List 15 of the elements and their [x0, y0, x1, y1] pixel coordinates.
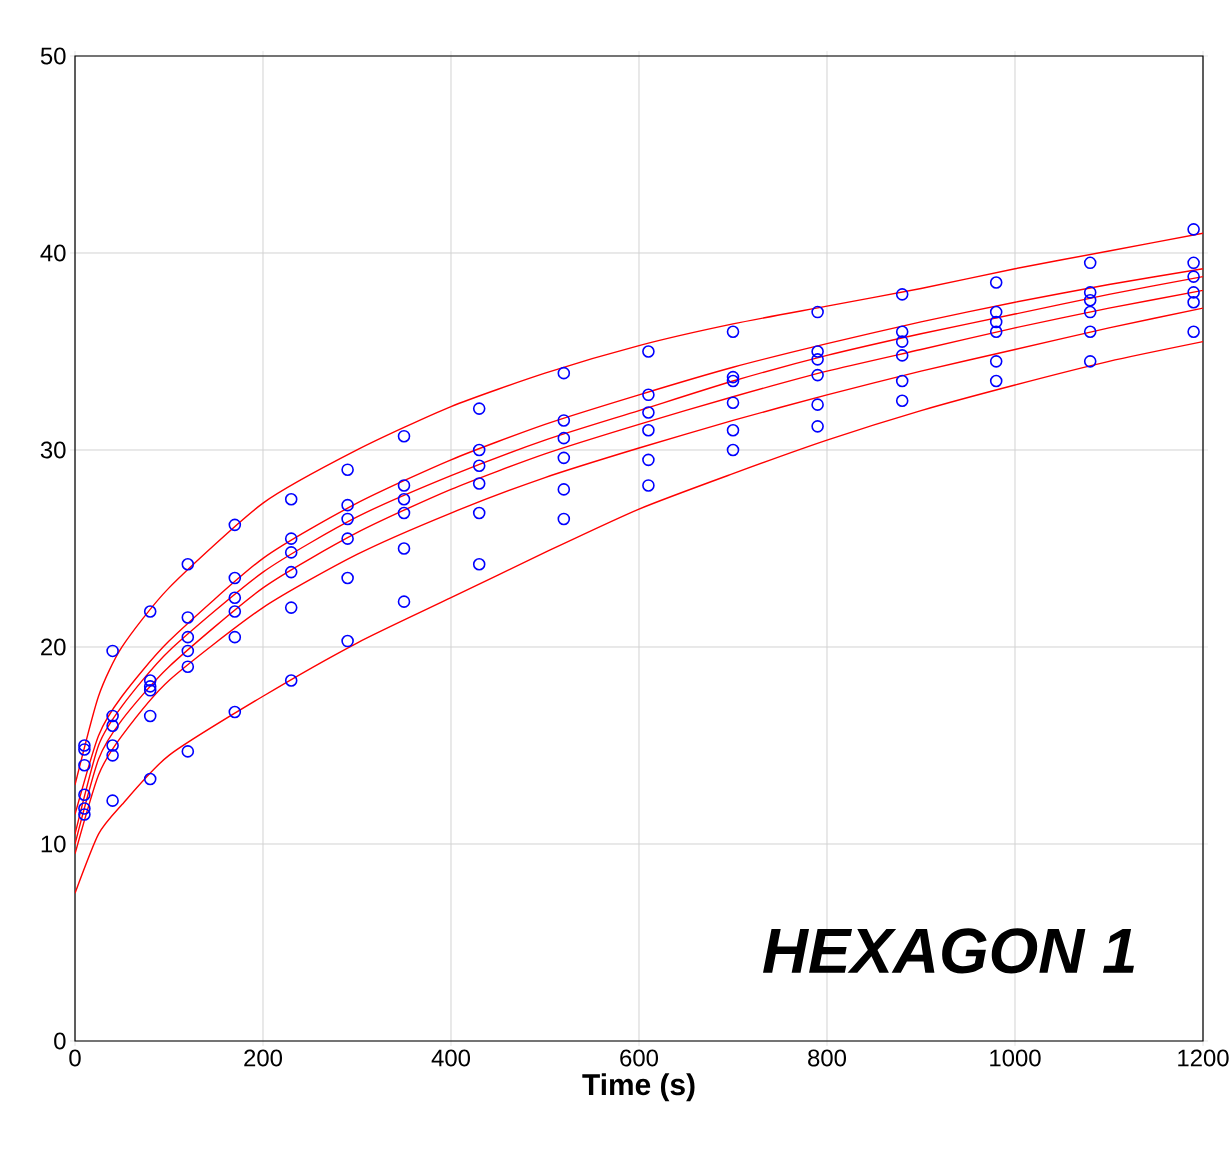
y-tick-label: 30 — [40, 441, 66, 459]
x-tick-label: 400 — [431, 1049, 471, 1067]
x-tick-label: 200 — [244, 1049, 283, 1067]
y-tick-label: 10 — [41, 835, 66, 853]
x-tick-label: 0 — [69, 1049, 81, 1067]
y-tick-label: 0 — [54, 1032, 66, 1050]
y-tick-label: 40 — [40, 244, 66, 262]
x-axis-title: Time (s) — [582, 1073, 695, 1102]
x-tick-label: 600 — [620, 1049, 659, 1067]
x-tick-label: 800 — [808, 1049, 846, 1067]
x-tick-label: 1000 — [990, 1049, 1041, 1067]
annotation: HEXAGON 1 — [763, 928, 1134, 974]
y-tick-label: 20 — [41, 638, 66, 656]
y-tick-label: 50 — [40, 47, 66, 65]
x-tick-label: 1200 — [1178, 1049, 1229, 1067]
